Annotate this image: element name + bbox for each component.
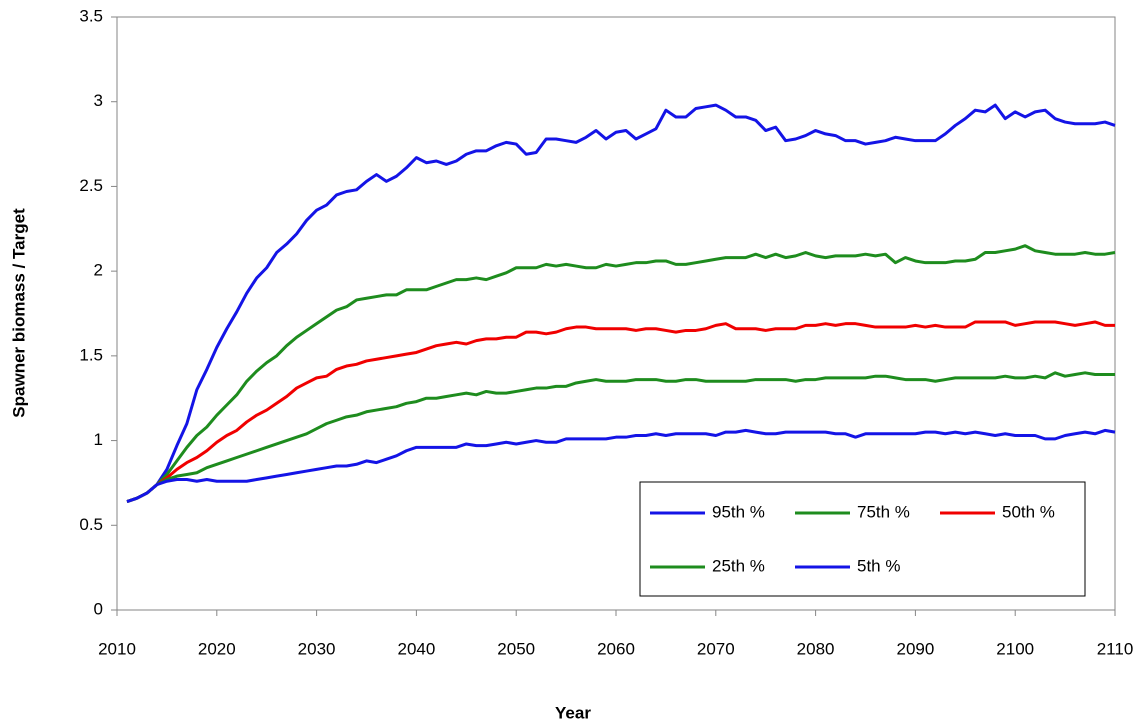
y-tick-label: 0.5 (79, 515, 103, 534)
series-line (126, 103, 1116, 503)
y-tick-label: 2.5 (79, 176, 103, 195)
legend-label: 75th % (857, 502, 910, 521)
series-line (126, 320, 1115, 503)
x-tick-label: 2110 (1097, 639, 1134, 658)
series-line (126, 244, 1116, 503)
legend-label: 25th % (712, 556, 765, 575)
legend-label: 5th % (857, 556, 900, 575)
y-tick-label: 1 (94, 430, 103, 449)
x-tick-label: 2040 (397, 639, 435, 658)
legend-label: 50th % (1002, 502, 1055, 521)
y-axis-title: Spawner biomass / Target (9, 208, 28, 418)
x-tick-label: 2070 (697, 639, 735, 658)
x-tick-label: 2060 (597, 639, 635, 658)
x-tick-label: 2080 (797, 639, 835, 658)
x-tick-label: 2020 (198, 639, 236, 658)
y-tick-label: 3 (94, 91, 103, 110)
y-tick-label: 2 (94, 261, 103, 280)
series-line (126, 428, 1116, 503)
legend-box (639, 481, 1086, 597)
series-line (126, 371, 1115, 503)
x-axis-title: Year (555, 703, 591, 722)
x-tick-label: 2100 (996, 639, 1034, 658)
y-tick-label: 3.5 (79, 6, 103, 25)
legend: 95th % 75th % 50th % 25th % 5th % (639, 481, 1086, 597)
x-tick-label: 2030 (298, 639, 336, 658)
x-tick-label: 2090 (896, 639, 934, 658)
x-tick-label: 2050 (497, 639, 535, 658)
y-tick-label: 1.5 (79, 345, 103, 364)
legend-label: 95th % (712, 502, 765, 521)
x-tick-label: 2010 (98, 639, 136, 658)
y-tick-label: 0 (94, 599, 103, 618)
